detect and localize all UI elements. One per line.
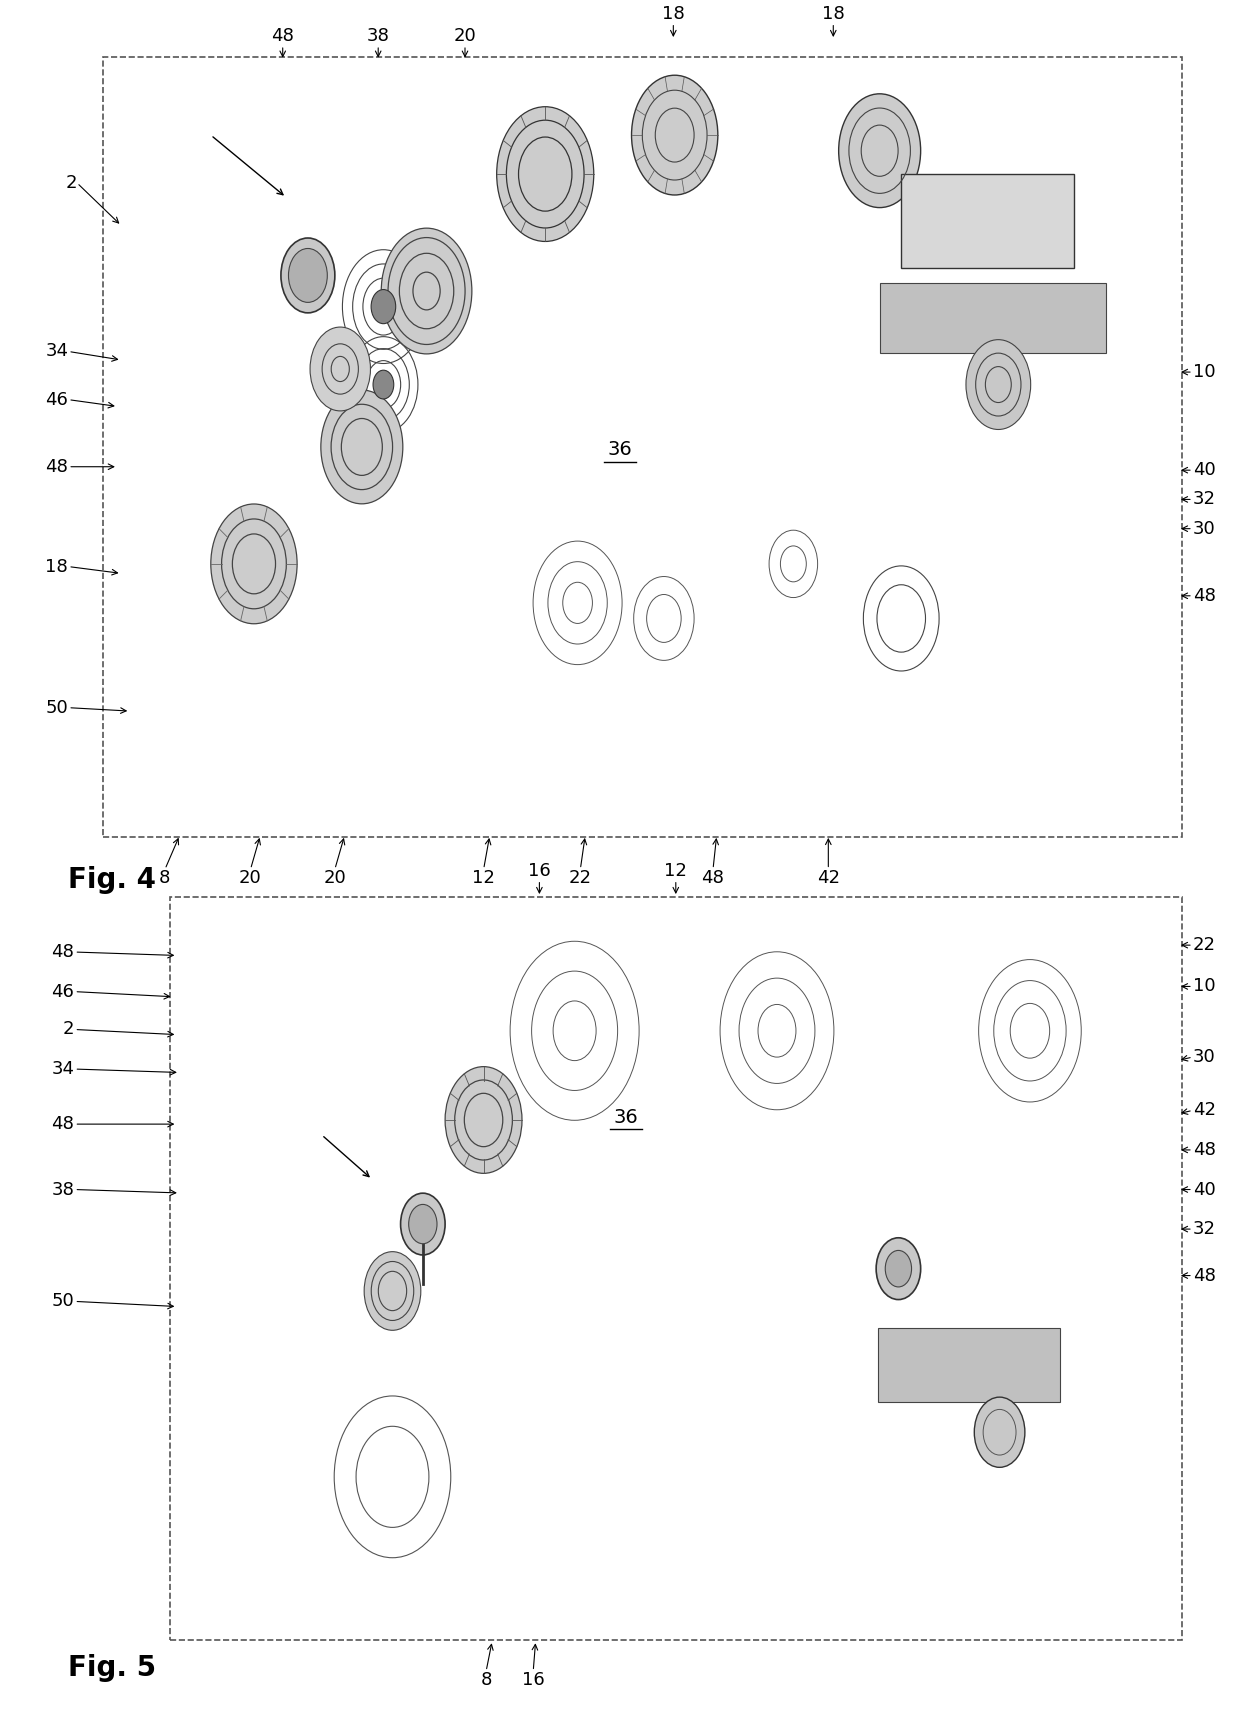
Text: 48: 48 <box>1193 1141 1215 1160</box>
Circle shape <box>289 248 327 302</box>
Text: 34: 34 <box>51 1060 74 1079</box>
Bar <box>340 431 987 510</box>
Circle shape <box>621 558 707 679</box>
Text: 46: 46 <box>46 391 68 408</box>
Text: 30: 30 <box>1193 1048 1215 1067</box>
Text: 20: 20 <box>239 870 262 887</box>
Text: 48: 48 <box>46 458 68 476</box>
Text: 42: 42 <box>817 870 839 887</box>
Text: 8: 8 <box>159 870 171 887</box>
Circle shape <box>381 227 472 353</box>
Text: 20: 20 <box>454 28 476 45</box>
Circle shape <box>497 107 594 241</box>
Circle shape <box>701 925 853 1135</box>
Text: 12: 12 <box>472 870 495 887</box>
Circle shape <box>761 519 826 608</box>
Circle shape <box>631 76 718 195</box>
Text: 16: 16 <box>522 1671 544 1689</box>
Circle shape <box>838 93 920 207</box>
Circle shape <box>311 1365 474 1589</box>
Text: 8: 8 <box>480 1671 492 1689</box>
Text: 48: 48 <box>52 1115 74 1134</box>
Bar <box>858 150 1128 369</box>
Text: 36: 36 <box>614 1108 639 1127</box>
Text: 32: 32 <box>1193 491 1216 508</box>
Circle shape <box>321 389 403 503</box>
Text: 42: 42 <box>1193 1101 1216 1120</box>
Text: 48: 48 <box>1193 1266 1215 1285</box>
FancyBboxPatch shape <box>170 898 1182 1640</box>
Text: 22: 22 <box>569 870 591 887</box>
Text: 38: 38 <box>367 28 389 45</box>
Text: 32: 32 <box>1193 1220 1216 1239</box>
FancyBboxPatch shape <box>103 57 1182 837</box>
Circle shape <box>965 939 1096 1122</box>
Bar <box>858 1082 1080 1418</box>
Circle shape <box>489 911 661 1151</box>
Text: 2: 2 <box>66 174 77 191</box>
Text: 12: 12 <box>665 862 687 880</box>
Circle shape <box>371 289 396 324</box>
Text: 50: 50 <box>52 1292 74 1311</box>
Circle shape <box>518 520 637 686</box>
Circle shape <box>162 667 238 772</box>
Text: Fig. 4: Fig. 4 <box>68 867 156 894</box>
Text: 22: 22 <box>1193 936 1216 955</box>
Text: 34: 34 <box>45 343 68 360</box>
Text: 2: 2 <box>63 1020 74 1039</box>
Text: 20: 20 <box>324 870 346 887</box>
Text: 48: 48 <box>52 942 74 961</box>
Text: 40: 40 <box>1193 462 1215 479</box>
Circle shape <box>281 238 335 314</box>
Circle shape <box>401 1192 445 1254</box>
Text: 10: 10 <box>1193 977 1215 996</box>
Text: 30: 30 <box>1193 520 1215 538</box>
Bar <box>372 1232 1060 1313</box>
Bar <box>362 1223 433 1373</box>
Circle shape <box>966 339 1030 429</box>
Text: 36: 36 <box>608 439 632 458</box>
Text: 18: 18 <box>662 5 684 22</box>
Circle shape <box>373 370 394 400</box>
Circle shape <box>885 1251 911 1287</box>
Bar <box>878 1328 1060 1403</box>
Text: 18: 18 <box>822 5 844 22</box>
Text: 46: 46 <box>52 982 74 1001</box>
Text: 40: 40 <box>1193 1180 1215 1199</box>
Circle shape <box>529 1532 579 1601</box>
Circle shape <box>409 1204 436 1244</box>
Bar <box>901 174 1074 267</box>
Circle shape <box>310 327 371 410</box>
Text: 16: 16 <box>528 862 551 880</box>
Text: 48: 48 <box>1193 588 1215 605</box>
Circle shape <box>365 1251 420 1330</box>
Text: 48: 48 <box>702 870 724 887</box>
Bar <box>879 283 1106 353</box>
Circle shape <box>211 505 298 624</box>
Text: 10: 10 <box>1193 364 1215 381</box>
Text: 18: 18 <box>46 558 68 575</box>
Text: 50: 50 <box>46 698 68 717</box>
Bar <box>232 198 362 369</box>
Text: Fig. 5: Fig. 5 <box>68 1654 156 1682</box>
Circle shape <box>877 1237 920 1299</box>
Circle shape <box>975 1397 1025 1468</box>
Circle shape <box>445 1067 522 1173</box>
Circle shape <box>615 1539 656 1594</box>
Text: 38: 38 <box>52 1180 74 1199</box>
Circle shape <box>853 551 950 686</box>
Text: 48: 48 <box>272 28 294 45</box>
